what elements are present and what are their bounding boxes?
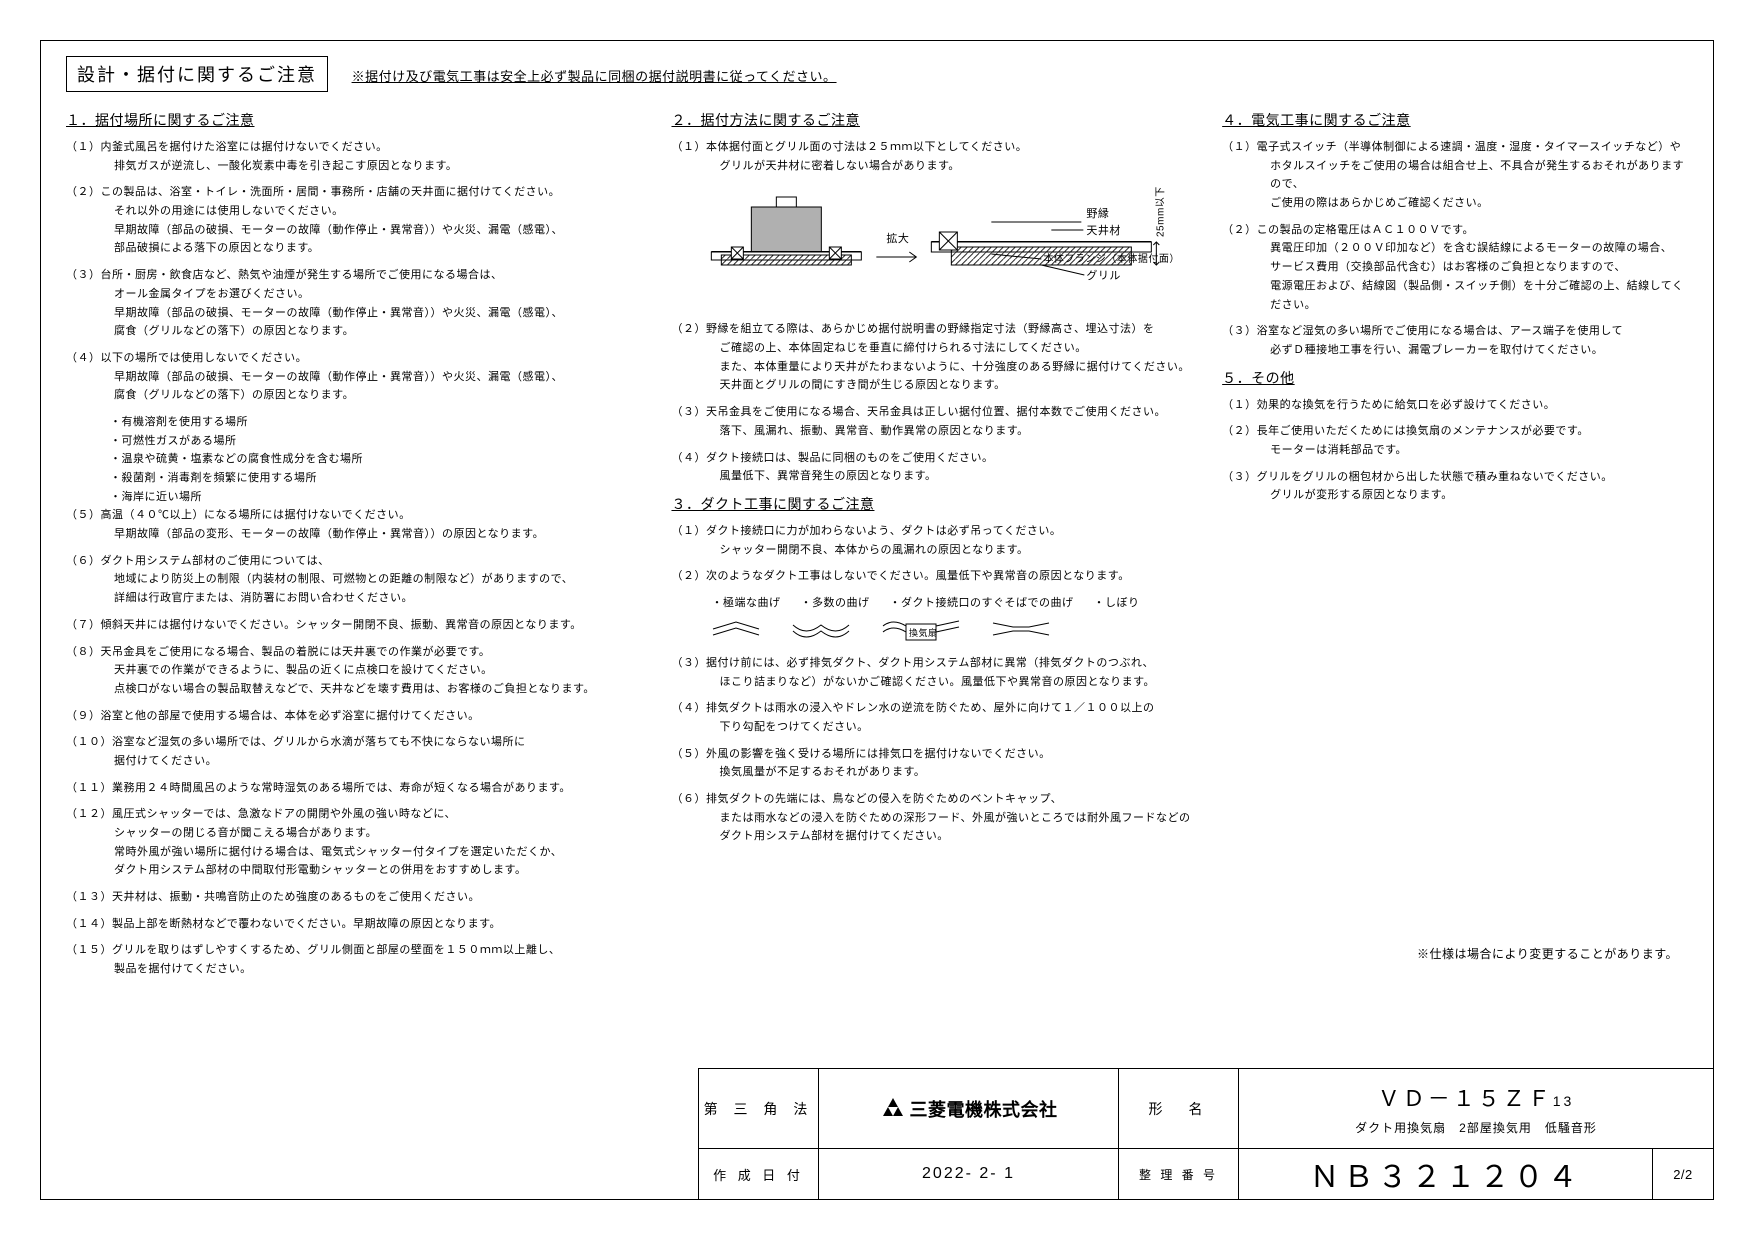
- dwg-number: ＮＢ３２１２０４: [1239, 1149, 1653, 1199]
- section1-title: １．据付場所に関するご注意: [66, 110, 641, 130]
- s1-item: （１１）業務用２４時間風呂のような常時湿気のある場所では、寿命が短くなる場合があ…: [66, 779, 641, 798]
- s3-item: （２）次のようなダクト工事はしないでください。風量低下や異常音の原因となります。: [671, 567, 1192, 586]
- s1-item: （６）ダクト用システム部材のご使用については、地域により防災上の制限（内装材の制…: [66, 552, 641, 608]
- main-title: 設計・据付に関するご注意: [66, 56, 328, 92]
- header-note: ※据付け及び電気工事は安全上必ず製品に同梱の据付説明書に従ってください。: [352, 66, 837, 85]
- s2-item: （３）天吊金具をご使用になる場合、天吊金具は正しい据付位置、据付本数でご使用くだ…: [671, 403, 1192, 440]
- multi-bend-icon: [791, 617, 851, 642]
- column-2: ２．据付方法に関するご注意 （１）本体据付面とグリル面の寸法は２５ｍｍ以下として…: [671, 106, 1192, 987]
- diagram-label-flange: 本体フランジ（本体据付面）: [1044, 252, 1181, 265]
- s5-item: （３）グリルをグリルの梱包材から出した状態で積み重ねないでください。グリルが変形…: [1222, 468, 1688, 505]
- near-fan-bend-icon: 換気扇: [881, 616, 961, 644]
- page-number: 2/2: [1653, 1149, 1713, 1199]
- s2-item: （２）野縁を組立てる際は、あらかじめ据付説明書の野縁指定寸法（野縁高さ、埋込寸法…: [671, 320, 1192, 395]
- s4-item: （３）浴室など湿気の多い場所でご使用になる場合は、アース端子を使用して必ずＤ種接…: [1222, 322, 1688, 359]
- duct-label: ・極端な曲げ: [711, 594, 780, 610]
- model-label: 形 名: [1119, 1069, 1239, 1148]
- model-suffix: 13: [1553, 1093, 1575, 1109]
- title-block: 第 三 角 法 三菱電機株式会社 形 名 ＶＤ－１５ＺＦ13 ダクト用換気扇 2…: [698, 1068, 1713, 1199]
- date-label: 作 成 日 付: [699, 1149, 819, 1199]
- squeeze-icon: [991, 617, 1051, 642]
- s1-bullet: ・海岸に近い場所: [66, 488, 641, 507]
- date-value: 2022- 2- 1: [819, 1149, 1119, 1199]
- section4-title: ４．電気工事に関するご注意: [1222, 110, 1688, 130]
- s1-bullet: ・温泉や硫黄・塩素などの腐食性成分を含む場所: [66, 450, 641, 469]
- s1-item: （９）浴室と他の部屋で使用する場合は、本体を必ず浴室に据付けてください。: [66, 707, 641, 726]
- s2-item: （４）ダクト接続口は、製品に同梱のものをご使用ください。風量低下、異常音発生の原…: [671, 449, 1192, 486]
- duct-label: ・多数の曲げ: [800, 594, 869, 610]
- projection-label: 第 三 角 法: [699, 1069, 819, 1148]
- mitsubishi-logo-icon: [880, 1098, 906, 1120]
- s1-item: （１４）製品上部を断熱材などで覆わないでください。早期故障の原因となります。: [66, 915, 641, 934]
- s3-item: （６）排気ダクトの先端には、鳥などの侵入を防ぐためのベントキャップ、または雨水な…: [671, 790, 1192, 846]
- column-1: １．据付場所に関するご注意 （１）内釜式風呂を据付けた浴室には据付けないでくださ…: [66, 106, 641, 987]
- section2-title: ２．据付方法に関するご注意: [671, 110, 1192, 130]
- s1-item: （５）高温（４０℃以上）になる場所には据付けないでください。早期故障（部品の変形…: [66, 506, 641, 543]
- diagram-label-tenjo: 天井材: [1087, 223, 1122, 237]
- model-cell: ＶＤ－１５ＺＦ13 ダクト用換気扇 2部屋換気用 低騒音形: [1239, 1069, 1713, 1148]
- model-description: ダクト用換気扇 2部屋換気用 低騒音形: [1355, 1119, 1597, 1136]
- s4-item: （２）この製品の定格電圧はＡＣ１００Ｖです。異電圧印加（２００Ｖ印加など）を含む…: [1222, 221, 1688, 314]
- duct-label: ・しぼり: [1093, 594, 1139, 610]
- duct-label: ・ダクト接続口のすぐそばでの曲げ: [889, 594, 1073, 610]
- svg-text:換気扇: 換気扇: [909, 627, 938, 638]
- s1-item: （１）内釜式風呂を据付けた浴室には据付けないでください。排気ガスが逆流し、一酸化…: [66, 138, 641, 175]
- footer-note: ※仕様は場合により変更することがあります。: [1222, 945, 1688, 962]
- s1-bullet: ・殺菌剤・消毒剤を頻繁に使用する場所: [66, 469, 641, 488]
- s1-bullet: ・有機溶剤を使用する場所: [66, 413, 641, 432]
- column-3: ４．電気工事に関するご注意 （１）電子式スイッチ（半導体制御による速調・温度・湿…: [1222, 106, 1688, 987]
- s1-item: （１２）風圧式シャッターでは、急激なドアの開閉や外風の強い時などに、シャッターの…: [66, 805, 641, 880]
- dwg-label: 整 理 番 号: [1119, 1149, 1239, 1199]
- s1-item: （３）台所・厨房・飲食店など、熱気や油煙が発生する場所でご使用になる場合は、オー…: [66, 266, 641, 341]
- s1-item: （８）天吊金具をご使用になる場合、製品の着脱には天井裏での作業が必要です。天井裏…: [66, 643, 641, 699]
- company-cell: 三菱電機株式会社: [819, 1069, 1119, 1148]
- s5-item: （１）効果的な換気を行うために給気口を必ず設けてください。: [1222, 396, 1688, 415]
- section3-title: ３．ダクト工事に関するご注意: [671, 494, 1192, 514]
- s3-item: （５）外風の影響を強く受ける場所には排気口を据付けないでください。換気風量が不足…: [671, 745, 1192, 782]
- s3-item: （４）排気ダクトは雨水の浸入やドレン水の逆流を防ぐため、屋外に向けて１／１００以…: [671, 699, 1192, 736]
- s1-item: （４）以下の場所では使用しないでください。早期故障（部品の破損、モーターの故障（…: [66, 349, 641, 405]
- diagram-label-grill: グリル: [1087, 268, 1122, 282]
- s2-item: （１）本体据付面とグリル面の寸法は２５ｍｍ以下としてください。グリルが天井材に密…: [671, 138, 1192, 175]
- model-number: ＶＤ－１５ＺＦ: [1378, 1086, 1553, 1111]
- diagram-label-dim: 25mm以下: [1156, 187, 1167, 237]
- s1-item: （１３）天井材は、振動・共鳴音防止のため強度のあるものをご使用ください。: [66, 888, 641, 907]
- s1-item: （２）この製品は、浴室・トイレ・洗面所・居間・事務所・店舗の天井面に据付けてくだ…: [66, 183, 641, 258]
- diagram-label-zoom: 拡大: [887, 231, 910, 245]
- content-columns: １．据付場所に関するご注意 （１）内釜式風呂を据付けた浴室には据付けないでくださ…: [66, 106, 1688, 987]
- s4-item: （１）電子式スイッチ（半導体制御による速調・温度・湿度・タイマースイッチなど）や…: [1222, 138, 1688, 213]
- sharp-bend-icon: [711, 617, 761, 642]
- duct-icons: 換気扇: [671, 616, 1192, 644]
- s5-item: （２）長年ご使用いただくためには換気扇のメンテナンスが必要です。モーターは消耗部…: [1222, 422, 1688, 459]
- s1-item: （７）傾斜天井には据付けないでください。シャッター開閉不良、振動、異常音の原因と…: [66, 616, 641, 635]
- s3-item: （３）据付け前には、必ず排気ダクト、ダクト用システム部材に異常（排気ダクトのつぶ…: [671, 654, 1192, 691]
- company-name: 三菱電機株式会社: [910, 1096, 1058, 1122]
- diagram-label-nobuchi: 野縁: [1087, 206, 1110, 220]
- page-frame: 設計・据付に関するご注意 ※据付け及び電気工事は安全上必ず製品に同梱の据付説明書…: [40, 40, 1714, 1200]
- s1-item: （１５）グリルを取りはずしやすくするため、グリル側面と部屋の壁面を１５０ｍｍ以上…: [66, 941, 641, 978]
- s3-item: （１）ダクト接続口に力が加わらないよう、ダクトは必ず吊ってください。シャッター開…: [671, 522, 1192, 559]
- mounting-diagram: 拡大 野縁 天井材 本体フランジ（本体据付面） グリル 25mm以下: [671, 187, 1192, 307]
- s1-item: （１０）浴室など湿気の多い場所では、グリルから水滴が落ちても不快にならない場所に…: [66, 733, 641, 770]
- s1-bullet: ・可燃性ガスがある場所: [66, 432, 641, 451]
- section5-title: ５．その他: [1222, 368, 1688, 388]
